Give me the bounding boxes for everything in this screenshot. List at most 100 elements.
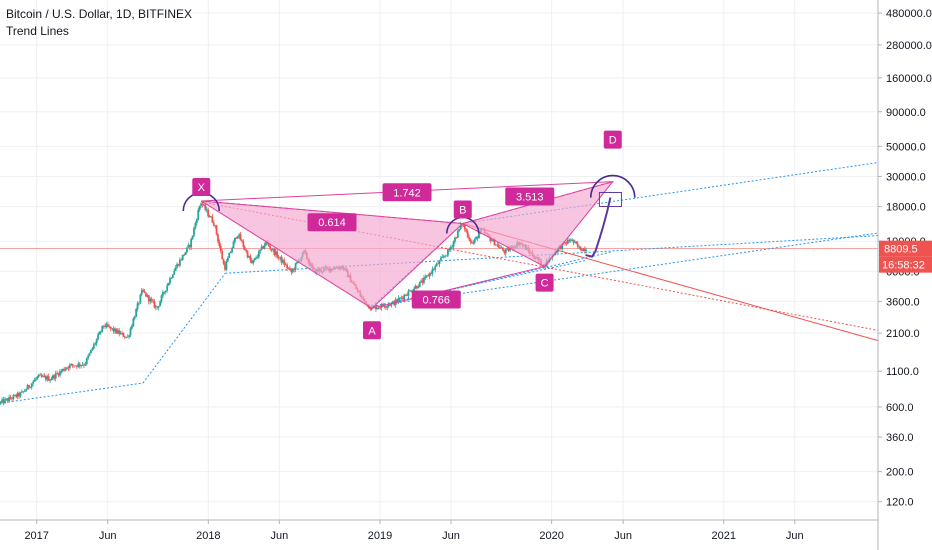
candle-body bbox=[30, 383, 33, 388]
candle-body bbox=[442, 256, 445, 258]
candle-body bbox=[406, 295, 408, 297]
candle-body bbox=[105, 324, 108, 328]
candle-body bbox=[257, 251, 260, 257]
candle-body bbox=[455, 237, 458, 239]
candle-body bbox=[509, 248, 511, 251]
trend-line[interactable] bbox=[201, 201, 879, 331]
candle-body bbox=[241, 240, 243, 242]
candle-body bbox=[201, 203, 204, 205]
candle-body bbox=[18, 392, 20, 397]
candle-body bbox=[101, 325, 104, 332]
price-tick-label: 160000.0 bbox=[886, 73, 932, 85]
candle-body bbox=[12, 395, 15, 399]
candle-body bbox=[88, 353, 91, 356]
point-label-B-box[interactable] bbox=[453, 200, 472, 219]
point-label-D[interactable]: D bbox=[609, 135, 617, 147]
candle-body bbox=[418, 281, 421, 288]
candle-body bbox=[29, 387, 32, 389]
candle-body bbox=[74, 365, 77, 367]
point-label-C[interactable]: C bbox=[541, 278, 549, 290]
time-tick-label: 2018 bbox=[196, 530, 220, 542]
candle-body bbox=[408, 290, 411, 292]
point-label-D-box[interactable] bbox=[603, 130, 622, 149]
candle-body bbox=[231, 248, 233, 252]
point-label-B[interactable]: B bbox=[459, 205, 466, 217]
candle-body bbox=[571, 239, 573, 241]
projection-path[interactable] bbox=[585, 191, 622, 258]
candle-body bbox=[267, 243, 270, 247]
candle-body bbox=[383, 306, 386, 308]
candle-body bbox=[407, 290, 410, 296]
candle-body bbox=[246, 251, 249, 258]
harmonic-pattern[interactable]: 0.614 0.766 1.742 3.513 X A B C D bbox=[182, 130, 636, 340]
candle-body bbox=[420, 280, 423, 282]
candle-body bbox=[154, 306, 157, 308]
candle-body bbox=[64, 368, 67, 371]
candle-body bbox=[188, 244, 191, 248]
pattern-triangle-xab[interactable] bbox=[201, 200, 464, 309]
candle-body bbox=[214, 225, 217, 227]
trend-line[interactable] bbox=[371, 260, 586, 307]
candle-body bbox=[413, 288, 415, 292]
candle-body bbox=[112, 328, 115, 332]
projection-line[interactable] bbox=[585, 197, 612, 258]
candle-body bbox=[410, 290, 413, 293]
trend-line[interactable] bbox=[142, 272, 226, 384]
projection-box[interactable] bbox=[598, 191, 622, 207]
time-axis[interactable]: 2017 Jun 2018 Jun 2019 Jun 2020 Jun 2021 Jun bbox=[0, 519, 878, 542]
candle-body bbox=[135, 308, 138, 318]
point-label-A[interactable]: A bbox=[368, 325, 376, 337]
candle-body bbox=[376, 308, 379, 310]
candle-body bbox=[123, 336, 126, 338]
candle-body bbox=[432, 269, 435, 270]
candle-body bbox=[35, 378, 37, 380]
price-tick-label: 3600.0 bbox=[886, 296, 920, 308]
candle-body bbox=[197, 210, 200, 220]
candle-body bbox=[208, 215, 211, 218]
candle-body bbox=[506, 248, 509, 250]
time-tick-label: Jun bbox=[99, 530, 117, 542]
candle-body bbox=[468, 237, 470, 240]
pattern-leg[interactable] bbox=[371, 266, 545, 309]
candle-body bbox=[60, 370, 63, 372]
point-label-C-box[interactable] bbox=[535, 273, 554, 292]
candle-body bbox=[421, 280, 424, 283]
candle-body bbox=[107, 324, 109, 327]
candle-body bbox=[224, 263, 226, 270]
candle-body bbox=[52, 375, 54, 379]
point-label-X[interactable]: X bbox=[198, 182, 206, 194]
candle-body bbox=[25, 389, 28, 391]
trend-line[interactable] bbox=[0, 382, 144, 404]
candle-body bbox=[236, 236, 239, 239]
point-label-A-box[interactable] bbox=[362, 321, 381, 340]
pattern-leg[interactable] bbox=[462, 181, 613, 224]
candle-body bbox=[85, 358, 88, 365]
candle-body bbox=[451, 246, 454, 248]
candle-body bbox=[43, 375, 46, 377]
candle-body bbox=[284, 264, 287, 266]
candle-body bbox=[270, 248, 273, 250]
candle-body bbox=[232, 241, 235, 249]
candle-body bbox=[194, 223, 197, 229]
candle-body bbox=[373, 306, 376, 308]
candle-body bbox=[262, 246, 265, 249]
pattern-leg[interactable] bbox=[201, 200, 463, 225]
price-tick-label: 200.0 bbox=[886, 467, 914, 479]
candle-body bbox=[136, 303, 139, 309]
candle-body bbox=[259, 249, 262, 252]
candle-body bbox=[459, 224, 462, 229]
candle-body bbox=[277, 257, 280, 259]
candle-body bbox=[92, 344, 95, 349]
candle-body bbox=[9, 397, 12, 399]
candle-body bbox=[217, 234, 219, 242]
point-label-X-box[interactable] bbox=[192, 177, 211, 196]
candle-body bbox=[147, 295, 150, 302]
candle-body bbox=[565, 242, 568, 244]
price-tick-label: 18000.0 bbox=[886, 202, 926, 214]
candle-body bbox=[33, 379, 36, 382]
candle-body bbox=[142, 289, 145, 292]
candle-body bbox=[476, 236, 479, 239]
candle-body bbox=[581, 250, 583, 252]
candle-body bbox=[108, 326, 111, 328]
